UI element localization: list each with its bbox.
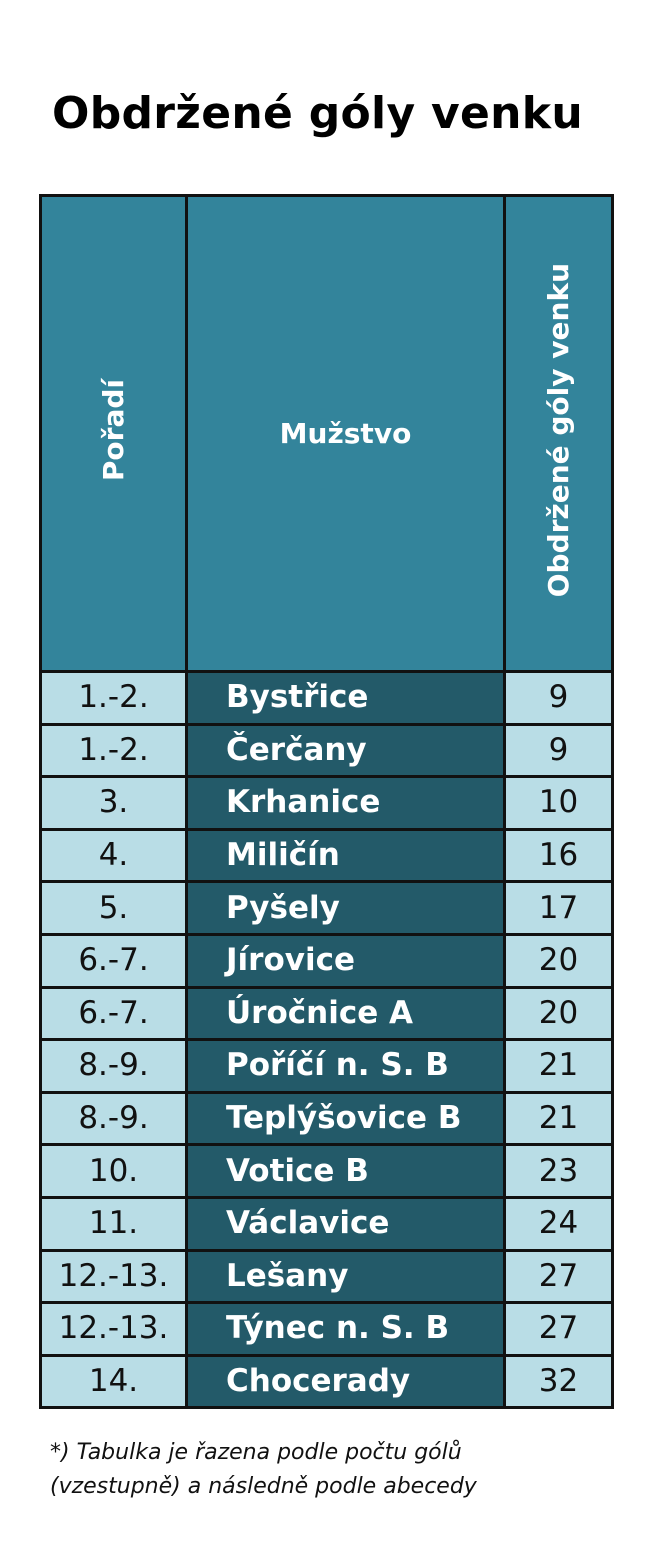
- team-cell: Václavice: [185, 1195, 506, 1252]
- header-row: Pořadí Mužstvo Obdržené góly venku: [39, 194, 614, 673]
- goals-cell: 27: [503, 1301, 614, 1357]
- table-row: 3. Krhanice 10: [39, 775, 614, 831]
- table-row: 5. Pyšely 17: [39, 880, 614, 936]
- goals-cell: 20: [503, 985, 614, 1042]
- goals-cell: 9: [503, 722, 614, 779]
- table-row: 6.-7. Úročnice A 20: [39, 985, 614, 1042]
- table-row: 6.-7. Jírovice 20: [39, 932, 614, 989]
- goals-cell: 17: [503, 880, 614, 936]
- goals-cell: 10: [503, 775, 614, 831]
- team-cell: Krhanice: [185, 775, 506, 831]
- rank-cell: 3.: [39, 775, 188, 831]
- rank-cell: 6.-7.: [39, 985, 188, 1042]
- rank-cell: 10.: [39, 1143, 188, 1199]
- header-goals: Obdržené góly venku: [503, 194, 614, 673]
- team-cell: Chocerady: [185, 1353, 506, 1410]
- standings-table-container: Pořadí Mužstvo Obdržené góly venku 1.-2.…: [39, 194, 614, 1410]
- table-body: 1.-2. Bystřice 9 1.-2. Čerčany 9 3. Krhanice 10 4…: [39, 670, 614, 1410]
- rank-cell: 6.-7.: [39, 932, 188, 989]
- rank-cell: 11.: [39, 1195, 188, 1252]
- table-row: 4. Miličín 16: [39, 827, 614, 884]
- header-goals-label: Obdržené góly venku: [542, 262, 575, 598]
- goals-cell: 27: [503, 1248, 614, 1305]
- goals-cell: 21: [503, 1090, 614, 1147]
- team-cell: Lešany: [185, 1248, 506, 1305]
- goals-cell: 9: [503, 670, 614, 726]
- team-cell: Jírovice: [185, 932, 506, 989]
- table-row: 12.-13. Týnec n. S. B 27: [39, 1301, 614, 1357]
- goals-cell: 20: [503, 932, 614, 989]
- header-rank-label: Pořadí: [97, 378, 130, 482]
- footnote-line-2: (vzestupně) a následně podle abecedy: [50, 1474, 477, 1499]
- rank-cell: 1.-2.: [39, 670, 188, 726]
- rank-cell: 8.-9.: [39, 1038, 188, 1094]
- rank-cell: 4.: [39, 827, 188, 884]
- goals-cell: 23: [503, 1143, 614, 1199]
- table-row: 14. Chocerady 32: [39, 1353, 614, 1410]
- table-row: 8.-9. Teplýšovice B 21: [39, 1090, 614, 1147]
- team-cell: Teplýšovice B: [185, 1090, 506, 1147]
- page-title: Obdržené góly venku: [52, 88, 583, 139]
- rank-cell: 8.-9.: [39, 1090, 188, 1147]
- team-cell: Poříčí n. S. B: [185, 1038, 506, 1094]
- header-team-label: Mužstvo: [279, 417, 412, 450]
- team-cell: Týnec n. S. B: [185, 1301, 506, 1357]
- table-row: 10. Votice B 23: [39, 1143, 614, 1199]
- table-row: 1.-2. Čerčany 9: [39, 722, 614, 779]
- rank-cell: 12.-13.: [39, 1248, 188, 1305]
- team-cell: Votice B: [185, 1143, 506, 1199]
- table-row: 11. Václavice 24: [39, 1195, 614, 1252]
- team-cell: Pyšely: [185, 880, 506, 936]
- table-row: 8.-9. Poříčí n. S. B 21: [39, 1038, 614, 1094]
- table-row: 12.-13. Lešany 27: [39, 1248, 614, 1305]
- standings-table: Pořadí Mužstvo Obdržené góly venku 1.-2.…: [39, 194, 614, 1410]
- goals-cell: 32: [503, 1353, 614, 1410]
- team-cell: Čerčany: [185, 722, 506, 779]
- goals-cell: 21: [503, 1038, 614, 1094]
- rank-cell: 14.: [39, 1353, 188, 1410]
- team-cell: Bystřice: [185, 670, 506, 726]
- goals-cell: 16: [503, 827, 614, 884]
- rank-cell: 12.-13.: [39, 1301, 188, 1357]
- table-row: 1.-2. Bystřice 9: [39, 670, 614, 726]
- header-rank: Pořadí: [39, 194, 188, 673]
- footnote-line-1: *) Tabulka je řazena podle počtu gólů: [50, 1440, 462, 1465]
- goals-cell: 24: [503, 1195, 614, 1252]
- rank-cell: 5.: [39, 880, 188, 936]
- footnote: *) Tabulka je řazena podle počtu gólů (v…: [50, 1436, 610, 1504]
- header-team: Mužstvo: [185, 194, 506, 673]
- team-cell: Úročnice A: [185, 985, 506, 1042]
- team-cell: Miličín: [185, 827, 506, 884]
- rank-cell: 1.-2.: [39, 722, 188, 779]
